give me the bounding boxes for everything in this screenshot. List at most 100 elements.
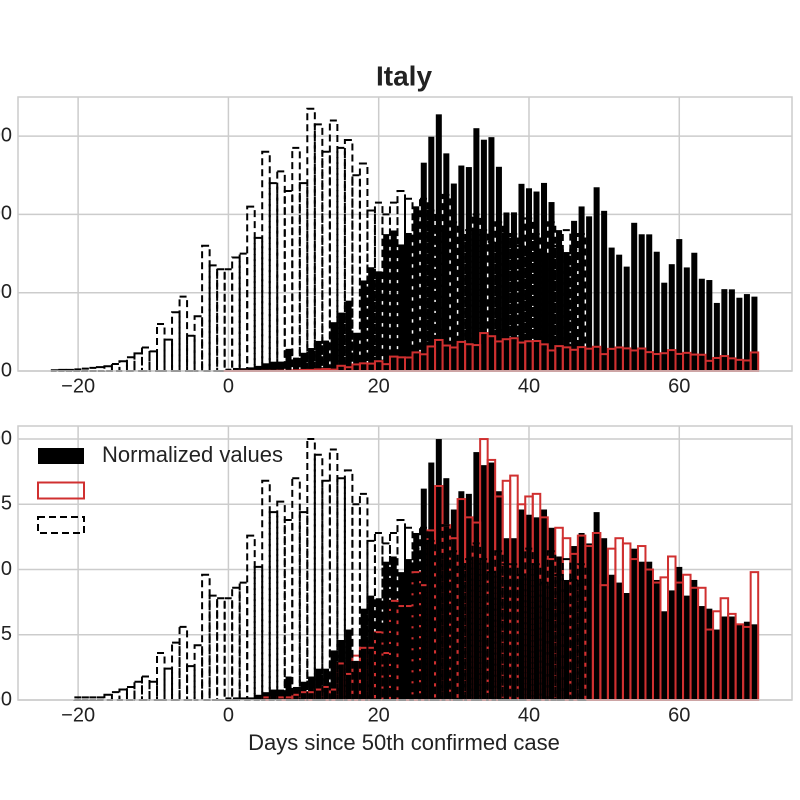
bar: [232, 367, 239, 371]
bar: [419, 197, 429, 372]
bar: [541, 509, 548, 700]
bar: [721, 289, 728, 371]
bar: [368, 267, 375, 371]
bar: [285, 676, 292, 700]
legend-swatch: [37, 516, 85, 534]
bar: [270, 689, 277, 700]
bar: [736, 297, 743, 371]
bar: [631, 548, 638, 700]
bar: [300, 681, 307, 700]
bar: [524, 217, 534, 372]
bar: [486, 240, 497, 372]
bar: [404, 526, 414, 701]
bar: [353, 660, 360, 700]
bar: [751, 296, 758, 371]
bar: [661, 282, 668, 371]
bar: [420, 162, 427, 371]
y-tick-label: 2000: [0, 281, 12, 303]
chart-title: Italy: [376, 60, 432, 91]
y-tick-label: 0.75: [0, 493, 12, 515]
bar: [503, 212, 510, 371]
y-tick-label: 0.00: [0, 688, 12, 710]
bar: [441, 524, 452, 702]
bar: [323, 340, 330, 371]
bar: [383, 234, 390, 371]
x-tick-label: −20: [61, 375, 95, 397]
bar: [736, 624, 743, 700]
bar: [255, 365, 262, 371]
bar: [593, 187, 600, 371]
bar: [300, 352, 307, 371]
bar: [278, 689, 285, 700]
bar: [480, 139, 487, 371]
y-tick-label: 0: [1, 359, 12, 381]
bar: [691, 579, 698, 700]
plot-frame: [17, 425, 793, 701]
bar: [345, 629, 352, 700]
bar: [238, 252, 249, 372]
bar: [743, 294, 750, 371]
bar: [728, 289, 735, 371]
bar: [646, 234, 653, 371]
bar: [247, 367, 254, 371]
bar: [488, 137, 495, 371]
bar: [661, 611, 668, 700]
bar: [668, 264, 675, 371]
bar: [375, 271, 382, 371]
bar: [345, 300, 352, 371]
bar: [616, 254, 623, 371]
bar: [571, 546, 578, 700]
x-tick-label: 0: [223, 375, 234, 397]
bar: [375, 598, 382, 700]
bar: [261, 150, 271, 372]
bar: [668, 590, 675, 700]
bar: [398, 572, 405, 700]
bar: [321, 150, 331, 372]
bar: [563, 579, 570, 700]
bar: [323, 668, 330, 700]
bar: [653, 251, 660, 371]
bar: [308, 676, 315, 700]
y-tick-label: 6000: [0, 124, 12, 146]
x-tick-label: 60: [668, 704, 690, 726]
bar: [486, 571, 497, 702]
bar: [623, 593, 630, 700]
bar: [225, 697, 232, 700]
y-tick-label: 4000: [0, 203, 12, 225]
bar: [676, 239, 683, 371]
bar: [578, 206, 585, 371]
bar: [428, 462, 435, 700]
bar: [698, 278, 705, 371]
bar: [465, 167, 472, 371]
bar: [616, 582, 623, 700]
bar: [713, 302, 720, 371]
bar: [285, 348, 292, 371]
bar: [246, 205, 256, 372]
bar: [495, 166, 502, 371]
bar: [306, 107, 316, 372]
bar: [390, 230, 397, 371]
bar: [653, 579, 660, 700]
bar: [110, 691, 121, 702]
bar: [608, 247, 615, 371]
bar: [450, 509, 457, 700]
bar: [495, 491, 502, 700]
bar: [443, 153, 450, 371]
bar: [293, 686, 300, 700]
bar: [435, 114, 442, 372]
bar: [443, 478, 450, 700]
bar: [578, 532, 585, 700]
bar: [262, 692, 269, 700]
plot-frame: [17, 96, 793, 372]
bar: [556, 556, 563, 700]
y-tick-label: 0.50: [0, 558, 12, 580]
bar: [238, 581, 249, 701]
bar: [360, 608, 367, 700]
bar: [315, 340, 322, 371]
bar: [383, 561, 390, 700]
bar: [420, 488, 427, 700]
bar: [330, 322, 337, 371]
bar: [315, 668, 322, 700]
bar: [706, 608, 713, 700]
bar: [405, 232, 412, 371]
